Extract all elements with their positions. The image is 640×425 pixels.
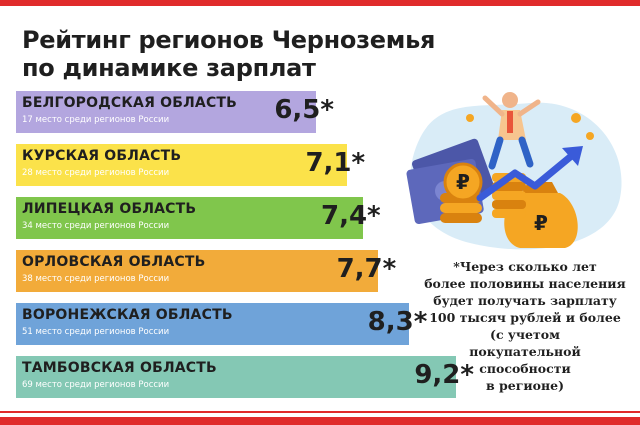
footnote-line: более половины населения bbox=[424, 276, 626, 291]
ruble-coin-icon: ₽ bbox=[443, 162, 483, 202]
bar-value-label: 6,5* bbox=[274, 95, 334, 125]
bar-5: ТАМБОВСКАЯ ОБЛАСТЬ 69 место среди регионо… bbox=[16, 356, 474, 398]
bar-rank-label: 51 место среди регионов России bbox=[22, 327, 170, 337]
footnote-line: *Через сколько лет bbox=[453, 259, 597, 274]
salary-growth-illustration: ₽ ₽ bbox=[406, 92, 622, 250]
footnote-line: способности bbox=[479, 361, 571, 376]
bar-2: ЛИПЕЦКАЯ ОБЛАСТЬ 34 место среди регионов … bbox=[16, 197, 381, 239]
bottom-divider bbox=[0, 411, 640, 413]
sparkle-coins-icon bbox=[466, 113, 594, 140]
title-line-1: Рейтинг регионов Черноземья bbox=[22, 26, 436, 54]
bar-value-label: 7,7* bbox=[336, 254, 397, 284]
bar-1: КУРСКАЯ ОБЛАСТЬ 28 место среди регионов Р… bbox=[16, 144, 365, 186]
bar-region-label: КУРСКАЯ ОБЛАСТЬ bbox=[22, 148, 182, 164]
bar-region-label: БЕЛГОРОДСКАЯ ОБЛАСТЬ bbox=[22, 95, 238, 111]
title-line-2: по динамике зарплат bbox=[22, 54, 316, 82]
bar-value-label: 7,4* bbox=[321, 201, 381, 231]
top-stripe bbox=[0, 0, 640, 6]
page-title: Рейтинг регионов Черноземья по динамике … bbox=[22, 26, 435, 82]
bar-rank-label: 28 место среди регионов России bbox=[22, 168, 170, 178]
bar-value-label: 8,3* bbox=[367, 307, 428, 337]
bar-4: ВОРОНЕЖСКАЯ ОБЛАСТЬ 51 место среди регион… bbox=[16, 303, 427, 345]
bar-region-label: ЛИПЕЦКАЯ ОБЛАСТЬ bbox=[22, 201, 197, 217]
bar-value-label: 7,1* bbox=[305, 148, 366, 178]
bar-region-label: ВОРОНЕЖСКАЯ ОБЛАСТЬ bbox=[22, 307, 233, 323]
footnote-line: в регионе) bbox=[485, 378, 564, 393]
bar-rank-label: 69 место среди регионов России bbox=[22, 380, 170, 390]
bar-region-label: ОРЛОВСКАЯ ОБЛАСТЬ bbox=[22, 254, 206, 270]
money-bag-symbol: ₽ bbox=[534, 211, 548, 235]
jumping-person-icon bbox=[482, 92, 541, 170]
bar-0: БЕЛГОРОДСКАЯ ОБЛАСТЬ 17 место среди регио… bbox=[16, 91, 334, 133]
bar-region-label: ТАМБОВСКАЯ ОБЛАСТЬ bbox=[22, 360, 217, 376]
bar-rank-label: 38 место среди регионов России bbox=[22, 274, 170, 284]
bottom-stripe bbox=[0, 417, 640, 425]
ruble-coin-symbol: ₽ bbox=[456, 170, 470, 194]
footnote-line: покупательной bbox=[469, 344, 581, 359]
bar-rank-label: 34 место среди регионов России bbox=[22, 221, 170, 231]
footnote-line: 100 тысяч рублей и более bbox=[429, 310, 621, 325]
bar-value-label: 9,2* bbox=[414, 360, 474, 390]
bar-3: ОРЛОВСКАЯ ОБЛАСТЬ 38 место среди регионов… bbox=[16, 250, 396, 292]
footnote-line: будет получать зарплату bbox=[433, 293, 617, 308]
bar-rank-label: 17 место среди регионов России bbox=[22, 115, 170, 125]
footnote: *Через сколько лет более половины населе… bbox=[420, 258, 630, 394]
footnote-line: (с учетом bbox=[490, 327, 560, 342]
growth-arrow-icon bbox=[476, 149, 579, 202]
